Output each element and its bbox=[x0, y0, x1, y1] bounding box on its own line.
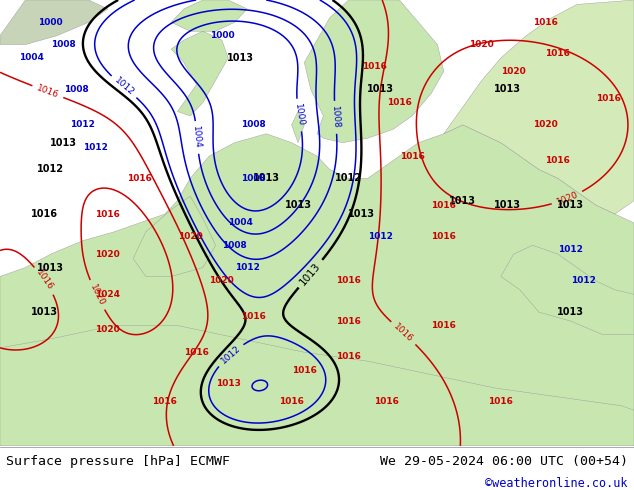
Polygon shape bbox=[133, 196, 216, 276]
Text: 1012: 1012 bbox=[70, 121, 95, 129]
Text: 1016: 1016 bbox=[431, 321, 456, 330]
Text: 1013: 1013 bbox=[348, 209, 375, 219]
Text: 1016: 1016 bbox=[545, 49, 571, 58]
Text: 1016: 1016 bbox=[374, 397, 399, 406]
Text: 1016: 1016 bbox=[431, 200, 456, 210]
Text: 1004: 1004 bbox=[228, 219, 254, 227]
Text: 1013: 1013 bbox=[216, 379, 241, 388]
Text: 1016: 1016 bbox=[36, 83, 60, 100]
Text: 1008: 1008 bbox=[241, 121, 266, 129]
Text: We 29-05-2024 06:00 UTC (00+54): We 29-05-2024 06:00 UTC (00+54) bbox=[380, 455, 628, 468]
Polygon shape bbox=[171, 0, 247, 31]
Text: 1016: 1016 bbox=[31, 209, 58, 219]
Text: 1016: 1016 bbox=[431, 232, 456, 241]
Text: 1016: 1016 bbox=[279, 397, 304, 406]
Text: 1020: 1020 bbox=[469, 40, 495, 49]
Text: 1013: 1013 bbox=[228, 53, 254, 63]
Text: 1016: 1016 bbox=[545, 156, 571, 165]
Text: 1008: 1008 bbox=[51, 40, 76, 49]
Text: 1004: 1004 bbox=[191, 125, 202, 149]
Text: 1024: 1024 bbox=[95, 290, 120, 299]
Text: 1008: 1008 bbox=[63, 85, 89, 94]
Text: 1020: 1020 bbox=[88, 283, 106, 307]
Text: 1020: 1020 bbox=[95, 250, 120, 259]
Text: 1020: 1020 bbox=[501, 67, 526, 76]
Text: 1016: 1016 bbox=[336, 276, 361, 285]
Text: 1004: 1004 bbox=[19, 53, 44, 62]
Text: 1016: 1016 bbox=[152, 397, 178, 406]
Polygon shape bbox=[171, 31, 228, 116]
Text: 1016: 1016 bbox=[241, 312, 266, 321]
Text: 1016: 1016 bbox=[336, 317, 361, 325]
Text: 1016: 1016 bbox=[392, 322, 415, 344]
Text: 1013: 1013 bbox=[50, 138, 77, 147]
Text: 1020: 1020 bbox=[209, 276, 235, 285]
Text: 1016: 1016 bbox=[336, 352, 361, 361]
Text: 1013: 1013 bbox=[450, 196, 476, 206]
Text: 1016: 1016 bbox=[533, 18, 558, 27]
Text: 1000: 1000 bbox=[293, 103, 305, 127]
Text: 1020: 1020 bbox=[533, 121, 558, 129]
Text: 1012: 1012 bbox=[37, 165, 64, 174]
Text: 1012: 1012 bbox=[82, 143, 108, 151]
Text: 1013: 1013 bbox=[253, 173, 280, 183]
Text: 1013: 1013 bbox=[285, 200, 311, 210]
Text: 1013: 1013 bbox=[367, 84, 394, 94]
Polygon shape bbox=[292, 112, 304, 143]
Text: 1013: 1013 bbox=[37, 263, 64, 272]
Polygon shape bbox=[0, 0, 108, 45]
Text: 1016: 1016 bbox=[361, 62, 387, 72]
Text: 1016: 1016 bbox=[292, 366, 317, 374]
Text: 1020: 1020 bbox=[95, 325, 120, 335]
Text: 1008: 1008 bbox=[222, 241, 247, 250]
Text: 1016: 1016 bbox=[387, 98, 412, 107]
Polygon shape bbox=[0, 125, 634, 446]
Text: 1020: 1020 bbox=[555, 190, 579, 207]
Text: 1012: 1012 bbox=[558, 245, 583, 254]
Polygon shape bbox=[444, 0, 634, 214]
Text: 1012: 1012 bbox=[335, 173, 362, 183]
Text: 1016: 1016 bbox=[488, 397, 514, 406]
Text: Surface pressure [hPa] ECMWF: Surface pressure [hPa] ECMWF bbox=[6, 455, 230, 468]
Text: 1016: 1016 bbox=[184, 348, 209, 357]
Text: 1016: 1016 bbox=[127, 174, 152, 183]
Polygon shape bbox=[0, 325, 634, 446]
Text: 1016: 1016 bbox=[34, 269, 55, 293]
Text: ©weatheronline.co.uk: ©weatheronline.co.uk bbox=[485, 477, 628, 490]
Text: 1016: 1016 bbox=[95, 210, 120, 219]
Text: 1000: 1000 bbox=[210, 31, 234, 40]
Text: 1013: 1013 bbox=[557, 307, 584, 317]
Text: 1012: 1012 bbox=[571, 276, 596, 285]
Text: 1013: 1013 bbox=[494, 84, 521, 94]
Text: 1016: 1016 bbox=[596, 94, 621, 102]
Text: 1000: 1000 bbox=[39, 18, 63, 27]
Text: 1013: 1013 bbox=[557, 200, 584, 210]
Text: 1013: 1013 bbox=[298, 261, 323, 287]
Text: 1012: 1012 bbox=[368, 232, 393, 241]
Polygon shape bbox=[501, 245, 634, 334]
Text: 1013: 1013 bbox=[31, 307, 58, 317]
Text: 1008: 1008 bbox=[241, 174, 266, 183]
Text: 1012: 1012 bbox=[112, 76, 136, 98]
Text: 1016: 1016 bbox=[399, 151, 425, 161]
Text: 1012: 1012 bbox=[235, 263, 260, 272]
Text: 1013: 1013 bbox=[494, 200, 521, 210]
Text: 1008: 1008 bbox=[330, 105, 341, 129]
Polygon shape bbox=[304, 0, 444, 143]
Text: 1012: 1012 bbox=[219, 344, 242, 366]
Text: 1020: 1020 bbox=[178, 232, 203, 241]
